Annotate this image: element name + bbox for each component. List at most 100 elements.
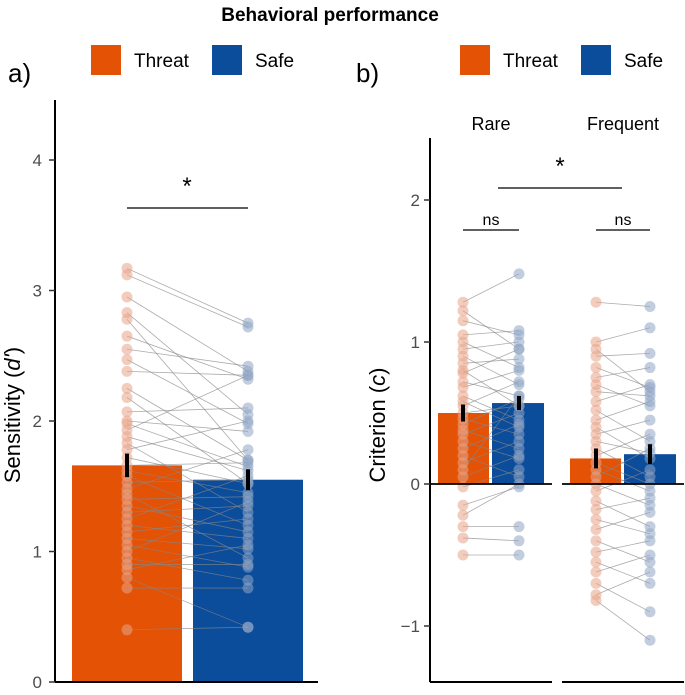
subject-point-safe xyxy=(513,407,525,419)
subject-point-threat xyxy=(121,392,133,404)
subject-line xyxy=(126,436,249,471)
subject-line xyxy=(462,395,520,471)
subject-point-safe xyxy=(513,353,525,365)
subject-point-safe xyxy=(644,492,656,504)
subject-line xyxy=(126,423,249,468)
subject-line xyxy=(126,457,249,485)
significance-star-a: * xyxy=(182,173,191,200)
subject-line xyxy=(126,470,249,494)
subject-line xyxy=(595,540,651,563)
y-tick-label: 0 xyxy=(33,673,42,692)
subject-point-safe xyxy=(644,464,656,476)
subject-point-safe xyxy=(513,521,525,533)
subject-point-safe xyxy=(644,506,656,518)
subject-point-safe xyxy=(513,343,525,355)
subject-point-threat xyxy=(590,362,602,374)
subject-point-safe xyxy=(644,362,656,374)
subject-line xyxy=(126,475,249,520)
subject-point-threat xyxy=(121,343,133,355)
subject-line xyxy=(126,505,249,513)
legend-a: Threat Safe xyxy=(91,45,294,75)
subject-line xyxy=(595,348,651,393)
subject-point-threat xyxy=(457,471,469,483)
paired-points-a xyxy=(121,262,254,636)
y-tick-label: 2 xyxy=(33,412,42,431)
subject-point-safe xyxy=(644,606,656,618)
subject-line xyxy=(462,370,520,407)
subject-point-safe xyxy=(242,402,254,414)
subject-point-threat xyxy=(121,330,133,342)
subject-line xyxy=(595,500,651,527)
subject-line xyxy=(595,352,651,357)
subject-point-threat xyxy=(590,514,602,525)
subject-line xyxy=(462,423,520,449)
legend-label-safe: Safe xyxy=(624,51,663,72)
y-axis-title-a: Sensitivity (d') xyxy=(0,347,25,483)
facet-label-rare: Rare xyxy=(471,114,510,134)
subject-point-safe xyxy=(644,634,656,646)
subject-point-safe xyxy=(513,268,525,280)
subject-point-threat xyxy=(457,532,469,544)
subject-line xyxy=(595,384,651,407)
subject-line xyxy=(595,367,651,388)
subject-line xyxy=(462,310,520,350)
subject-line xyxy=(462,486,520,506)
subject-point-safe xyxy=(242,425,254,437)
subject-point-threat xyxy=(121,406,133,418)
subject-point-threat xyxy=(590,546,602,558)
legend-swatch-safe xyxy=(212,45,242,75)
subject-line xyxy=(595,401,651,421)
subject-line xyxy=(595,497,651,510)
subject-line xyxy=(595,512,651,530)
subject-point-threat xyxy=(121,382,133,394)
subject-point-threat xyxy=(590,485,602,497)
subject-point-safe xyxy=(644,396,656,408)
y-tick-label: 2 xyxy=(411,191,420,210)
significance-ns-rare: ns xyxy=(483,212,500,229)
subject-point-threat xyxy=(590,495,602,507)
subject-point-threat xyxy=(121,313,133,325)
legend-b: Threat Safe xyxy=(460,45,663,75)
subject-point-safe xyxy=(644,414,656,426)
subject-point-safe xyxy=(513,325,525,337)
subject-point-safe xyxy=(242,415,254,427)
subject-line xyxy=(126,496,249,500)
subject-line xyxy=(462,273,520,303)
subject-point-safe xyxy=(644,379,656,391)
subject-point-threat xyxy=(457,549,469,561)
subject-line xyxy=(462,401,520,428)
subject-point-threat xyxy=(121,354,133,366)
subject-point-threat xyxy=(590,556,602,568)
subject-point-threat xyxy=(457,381,469,393)
subject-point-safe xyxy=(513,364,525,376)
subject-line xyxy=(595,571,651,596)
facet-label-frequent: Frequent xyxy=(587,114,659,134)
subject-line xyxy=(126,420,249,432)
subject-point-threat xyxy=(590,577,602,589)
legend-label-safe: Safe xyxy=(255,51,294,72)
subject-line xyxy=(595,301,651,307)
y-tick-label: 1 xyxy=(33,543,42,562)
subject-point-safe xyxy=(644,566,656,578)
subject-line xyxy=(126,449,249,490)
chart-marks xyxy=(49,100,684,683)
subject-line xyxy=(462,348,520,374)
subject-line xyxy=(126,359,249,424)
subject-line xyxy=(126,577,249,628)
subject-line xyxy=(595,327,651,343)
subject-line xyxy=(462,483,520,516)
subject-line xyxy=(126,479,249,483)
subject-point-threat xyxy=(590,396,602,408)
subject-line xyxy=(126,348,249,367)
subject-point-threat xyxy=(457,521,469,533)
subject-point-safe xyxy=(242,496,254,508)
subject-point-safe xyxy=(242,321,254,333)
subject-point-safe xyxy=(242,513,254,525)
subject-point-safe xyxy=(513,435,525,447)
subject-line xyxy=(462,412,520,435)
y-ticks-a: 0 1 2 3 4 xyxy=(33,151,42,692)
y-tick-label: 0 xyxy=(411,475,420,494)
subject-point-safe xyxy=(242,360,254,372)
subject-line xyxy=(462,381,520,407)
subject-point-threat xyxy=(121,624,133,636)
